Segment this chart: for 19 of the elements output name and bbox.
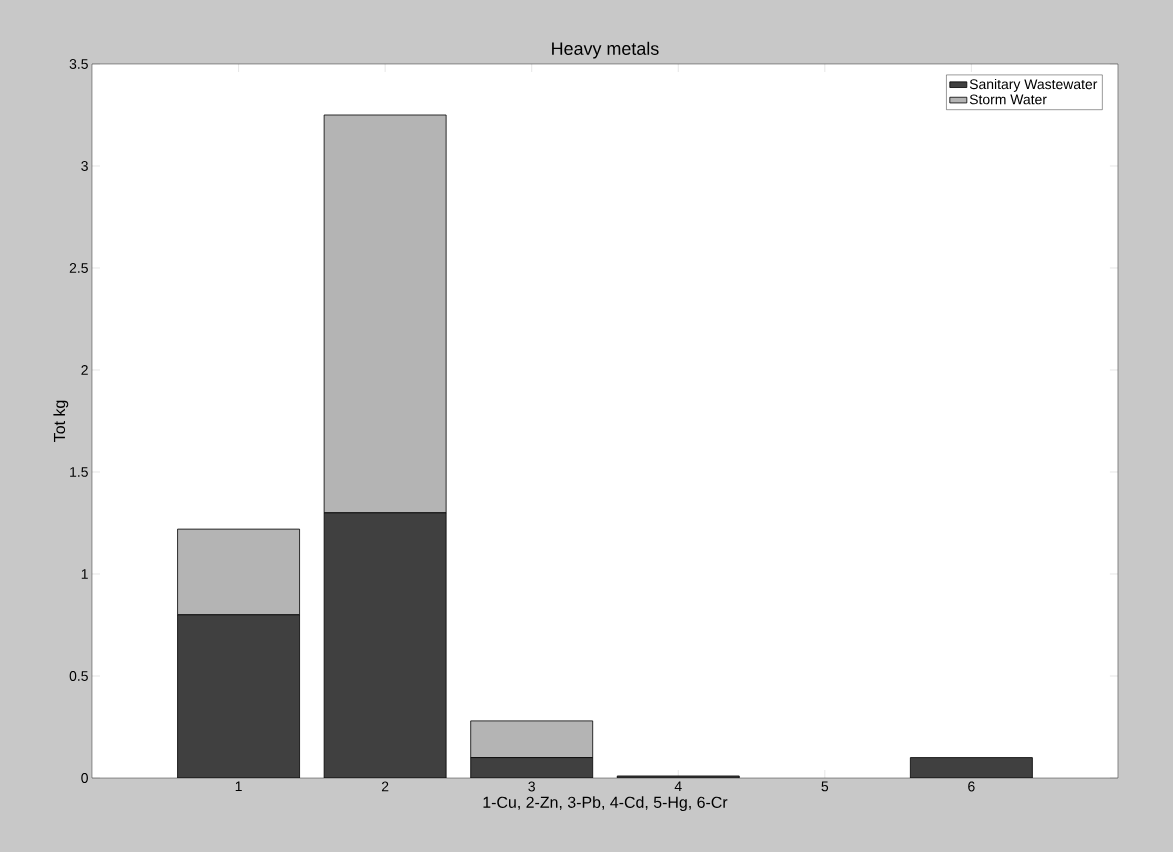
y-tick-label: 2.5: [69, 263, 88, 273]
x-tick-label: 3: [528, 781, 535, 792]
y-tick-label: 1: [81, 569, 88, 579]
legend-label: Storm Water: [969, 94, 1047, 105]
y-axis-title: Tot kg: [53, 400, 69, 442]
y-tick-label: 3: [81, 161, 88, 171]
y-tick-label: 0.5: [69, 671, 88, 681]
y-tick-label: 3.5: [69, 59, 88, 69]
x-tick-label: 5: [821, 781, 829, 792]
x-tick-label: 2: [381, 781, 389, 792]
x-tick-label: 6: [968, 781, 975, 792]
chart-title: Heavy metals: [552, 41, 659, 59]
x-tick-label: 1: [235, 781, 242, 792]
y-tick-label: 1.5: [70, 467, 88, 477]
legend-label: Sanitary Wastewater: [969, 78, 1098, 92]
x-axis-title: 1-Cu, 2-Zn, 3-Pb, 4-Cd, 5-Hg, 6-Cr: [483, 796, 728, 812]
y-tick-label: 0: [81, 773, 88, 783]
x-tick-label: 4: [674, 781, 682, 792]
y-tick-label: 2: [81, 365, 88, 375]
